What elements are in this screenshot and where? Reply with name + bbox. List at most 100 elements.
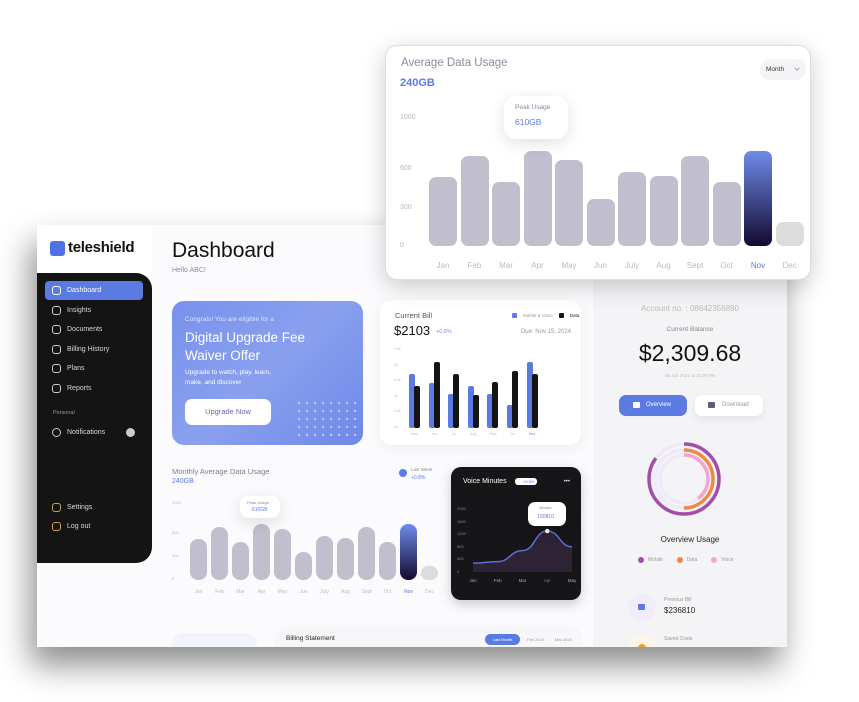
brand-name: teleshield [68,239,135,256]
x-tick-label: Aug [341,589,350,595]
page-title: Dashboard [172,239,275,262]
legend-swatch-data [558,313,564,318]
promo-eyebrow: Congrats! You are eligible for a [185,316,274,323]
bar-nov [744,151,772,246]
x-tick-label: Jun [299,589,308,595]
y-tick-label: 1000 [400,114,416,121]
logo-icon [50,241,65,256]
voice-title: Voice Minutes [463,478,507,485]
x-tick-label: Jan [436,261,450,270]
sidebar-item-documents[interactable]: Documents [45,320,143,339]
sidebar-item-reports[interactable]: Reports [45,379,143,398]
dot-pattern [295,399,357,439]
legend: Mobile & Voice Data [512,313,579,318]
x-tick-label: Feb [215,589,224,595]
dashboard-window: teleshield Dashboard Insights Documents Bil… [37,225,787,647]
wallet-icon [633,402,640,408]
y-tick-label: 600 [400,165,412,173]
sidebar-item-plans[interactable]: Plans [45,359,143,378]
x-tick-label: Sept [361,589,372,595]
legend-mobile: Mobile [638,557,663,563]
bar-oct [712,182,741,246]
legend-data: Data [569,313,580,318]
y-tick-label: 300 [172,553,179,559]
tab-mar-2024[interactable]: Mar 2024 [555,637,572,642]
sidebar-item-billing-history[interactable]: Billing History [45,340,143,359]
bar-mar [232,542,249,580]
y-tick-label: 1000 [172,500,181,505]
sidebar-item-notifications[interactable]: Notifications [45,423,143,442]
document-icon [52,325,61,334]
insights-icon [52,305,61,315]
legend-dot [711,557,718,563]
current-bill-card: Current Bill Mobile & Voice Data $2103 +… [380,300,581,445]
popup-value: 240GB [400,77,435,89]
bar-july [618,171,646,246]
current-bill-title: Current Bill [395,311,433,320]
legend-swatch-mobile [512,313,517,318]
bar-dec [421,565,438,580]
x-tick-label: Apr [257,589,266,595]
y-tick-label: 0 [172,576,175,581]
upgrade-now-button[interactable]: Upgrade Now [185,399,271,425]
x-tick-label: Feb [467,261,482,270]
bell-icon [52,428,61,437]
bar-apr [523,151,552,246]
legend-label: Mobile [648,557,663,563]
bar-dec [775,221,804,246]
monthly-usage-value: 240GB [172,478,194,485]
average-data-usage-popup: Average Data Usage 240GB Month 0 300 600 10… [385,45,811,280]
y-tick-label: 600 [172,530,179,536]
x-tick-label: July [320,589,329,595]
bar-jan [429,176,457,246]
notification-badge [126,428,135,437]
sidebar-item-settings[interactable]: Settings [45,498,143,517]
tab-feb-2024[interactable]: Feb 2024 [527,637,544,642]
bar-may [555,160,583,246]
monthly-usage-title: Monthly Average Data Usage [172,467,270,476]
download-icon [708,402,715,408]
promo-title: Digital Upgrade Fee Waiver Offer [185,330,306,363]
greeting: Hello ABC! [172,267,206,274]
bar-apr [253,523,270,580]
x-tick-label: Aug [656,261,671,270]
legend-data: Data [676,557,697,563]
x-tick-label: Mar [236,589,245,595]
billing-statement-card: Billing Statement Last Month Feb 2024 Ma… [275,625,582,647]
legend-voice: Voice [711,557,734,563]
bar-mar [492,182,520,246]
overview-usage-title: Overview Usage [660,535,720,544]
x-tick-label: Sept [686,261,704,270]
logo-area: teleshield [37,225,152,275]
reports-icon [52,383,61,393]
legend-dot [638,557,644,563]
current-balance: $2,309.68 [638,340,742,366]
more-menu-icon[interactable]: ••• [563,479,570,485]
last-week-icon [399,469,407,477]
sidebar-item-insights[interactable]: Insights [45,301,143,320]
download-button[interactable]: Download [695,395,763,416]
month-dropdown[interactable]: Month [760,59,806,80]
bar-oct [379,542,396,580]
bar-feb [211,526,228,580]
ring-voice [658,453,710,505]
overview-button[interactable]: Overview [619,395,687,416]
previous-bill-label: Previous Bill [664,597,692,603]
bar-aug [337,538,354,580]
bar-jun [295,551,312,580]
x-tick-label: Mar [499,261,513,270]
previous-bill-icon [628,593,656,621]
sidebar-item-logout[interactable]: Log out [45,517,143,536]
tab-last-month[interactable]: Last Month [485,634,520,645]
x-tick-label: Nov [404,589,413,595]
bar-feb [460,156,489,246]
x-tick-label: Jan [194,589,203,595]
popup-title: Average Data Usage [401,57,508,69]
current-bill-amount: $2103 [394,323,431,338]
voice-badge: +0.8% [515,478,538,485]
tooltip-label: Peak Usage [247,500,269,505]
sidebar-item-dashboard[interactable]: Dashboard [45,281,143,300]
bar-jan [190,538,207,580]
bar-jun [586,198,615,246]
x-tick-label: Nov [750,261,766,270]
